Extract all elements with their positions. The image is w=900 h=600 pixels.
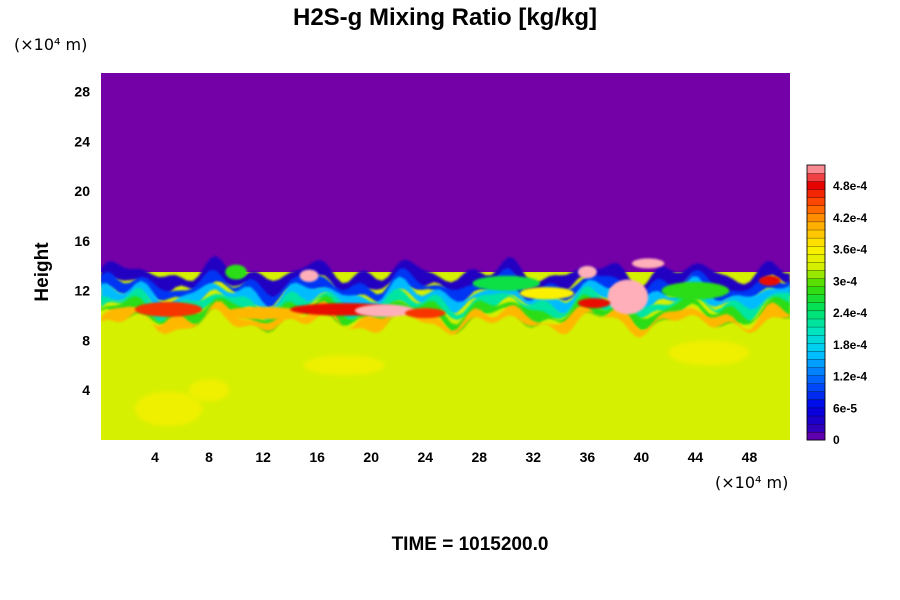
x-tick-label: 20	[363, 449, 379, 465]
colorbar-bin	[806, 237, 826, 247]
colorbar-bin	[806, 318, 826, 328]
interface-layer	[101, 276, 790, 317]
concentration-patch	[631, 258, 665, 269]
colorbar-bin	[806, 181, 826, 190]
concentration-patch	[758, 275, 781, 286]
colorbar-label: 2.4e-4	[833, 306, 867, 320]
colorbar-label: 3e-4	[833, 274, 857, 288]
colorbar-bin	[806, 431, 826, 441]
x-tick-label: 12	[255, 449, 271, 465]
y-tick-label: 16	[74, 233, 90, 249]
colorbar: 0 6e-5 1.2e-4 1.8e-4 2.4e-4 3e-4 3.6e-4 4.2e-4 4…	[806, 164, 867, 447]
colorbar-bin	[806, 391, 826, 401]
colorbar-bin	[806, 423, 826, 433]
colorbar-label: 1.2e-4	[833, 370, 867, 384]
y-axis-label: Height	[32, 242, 53, 302]
concentration-patch	[299, 269, 319, 283]
colorbar-bin	[806, 383, 826, 392]
colorbar-bin	[806, 375, 826, 384]
colorbar-label: 0	[833, 433, 840, 447]
concentration-patch	[607, 279, 649, 315]
colorbar-bin	[806, 399, 826, 409]
colorbar-bin	[806, 261, 826, 271]
colorbar-label: 1.8e-4	[833, 338, 867, 352]
lower-swirl	[303, 355, 385, 376]
colorbar-bin	[806, 326, 826, 336]
colorbar-bin	[806, 205, 826, 214]
y-tick-label: 28	[74, 84, 90, 100]
colorbar-bin	[806, 213, 826, 223]
x-tick-label: 32	[526, 449, 542, 465]
colorbar-bin	[806, 367, 826, 376]
y-axis-scale-label: (×10⁴ m)	[14, 35, 87, 54]
colorbar-label: 3.6e-4	[833, 243, 867, 257]
lower-swirl	[668, 340, 750, 366]
colorbar-bin	[806, 342, 826, 352]
concentration-patch	[577, 265, 597, 279]
concentration-patch	[225, 264, 247, 280]
colorbar-bin	[806, 310, 826, 320]
colorbar-label: 4.8e-4	[833, 179, 867, 193]
colorbar-bin	[806, 278, 826, 287]
interface-layer	[101, 267, 790, 310]
concentration-patch	[472, 275, 541, 291]
y-tick-label: 24	[74, 133, 90, 149]
colorbar-bin	[806, 269, 826, 279]
time-label: TIME = 1015200.0	[392, 534, 549, 555]
colorbar-bin	[806, 334, 826, 344]
colorbar-bin	[806, 415, 826, 425]
colorbar-bin	[806, 286, 826, 295]
chart-title: H2S-g Mixing Ratio [kg/kg]	[293, 4, 597, 31]
y-axis: 4 8 12 16 20 24 28	[74, 84, 90, 399]
colorbar-bin	[806, 253, 826, 263]
x-tick-label: 28	[471, 449, 487, 465]
concentration-patch	[404, 308, 446, 319]
colorbar-label: 4.2e-4	[833, 211, 867, 225]
concentration-patch	[577, 298, 611, 309]
x-tick-label: 24	[417, 449, 433, 465]
x-tick-label: 16	[309, 449, 325, 465]
colorbar-bin	[806, 189, 826, 198]
x-axis: 4 8 12 16 20 24 28 32 36 40 44 48	[151, 449, 757, 465]
colorbar-bin	[806, 407, 826, 417]
colorbar-frame	[806, 164, 826, 441]
colorbar-bin	[806, 350, 826, 360]
colorbar-bin	[806, 245, 826, 255]
x-tick-label: 8	[205, 449, 213, 465]
colorbar-bin	[806, 358, 826, 368]
concentration-patch	[354, 304, 415, 317]
y-tick-label: 12	[74, 283, 90, 299]
colorbar-label: 6e-5	[833, 401, 857, 415]
x-tick-label: 44	[688, 449, 704, 465]
lower-swirl	[134, 391, 203, 427]
colorbar-bin	[806, 294, 826, 303]
colorbar-bin	[806, 172, 826, 182]
x-tick-label: 40	[634, 449, 650, 465]
concentration-patch	[519, 286, 574, 300]
y-tick-label: 4	[82, 382, 90, 398]
colorbar-bin	[806, 302, 826, 312]
y-tick-label: 20	[74, 183, 90, 199]
colorbar-bin	[806, 197, 826, 206]
x-tick-label: 4	[151, 449, 159, 465]
concentration-patch	[661, 282, 730, 300]
colorbar-bin	[806, 229, 826, 239]
colorbar-bin	[806, 221, 826, 231]
interface-layer	[101, 255, 790, 301]
x-axis-scale-label: (×10⁴ m)	[715, 473, 788, 492]
x-tick-label: 48	[742, 449, 758, 465]
heatmap-plot-area	[101, 73, 790, 440]
x-tick-label: 36	[580, 449, 596, 465]
lower-swirl	[188, 379, 230, 402]
y-tick-label: 8	[82, 332, 90, 348]
concentration-patch	[222, 306, 304, 320]
colorbar-bin	[806, 164, 826, 174]
heatmap-field	[101, 255, 790, 440]
concentration-patch	[134, 301, 203, 317]
